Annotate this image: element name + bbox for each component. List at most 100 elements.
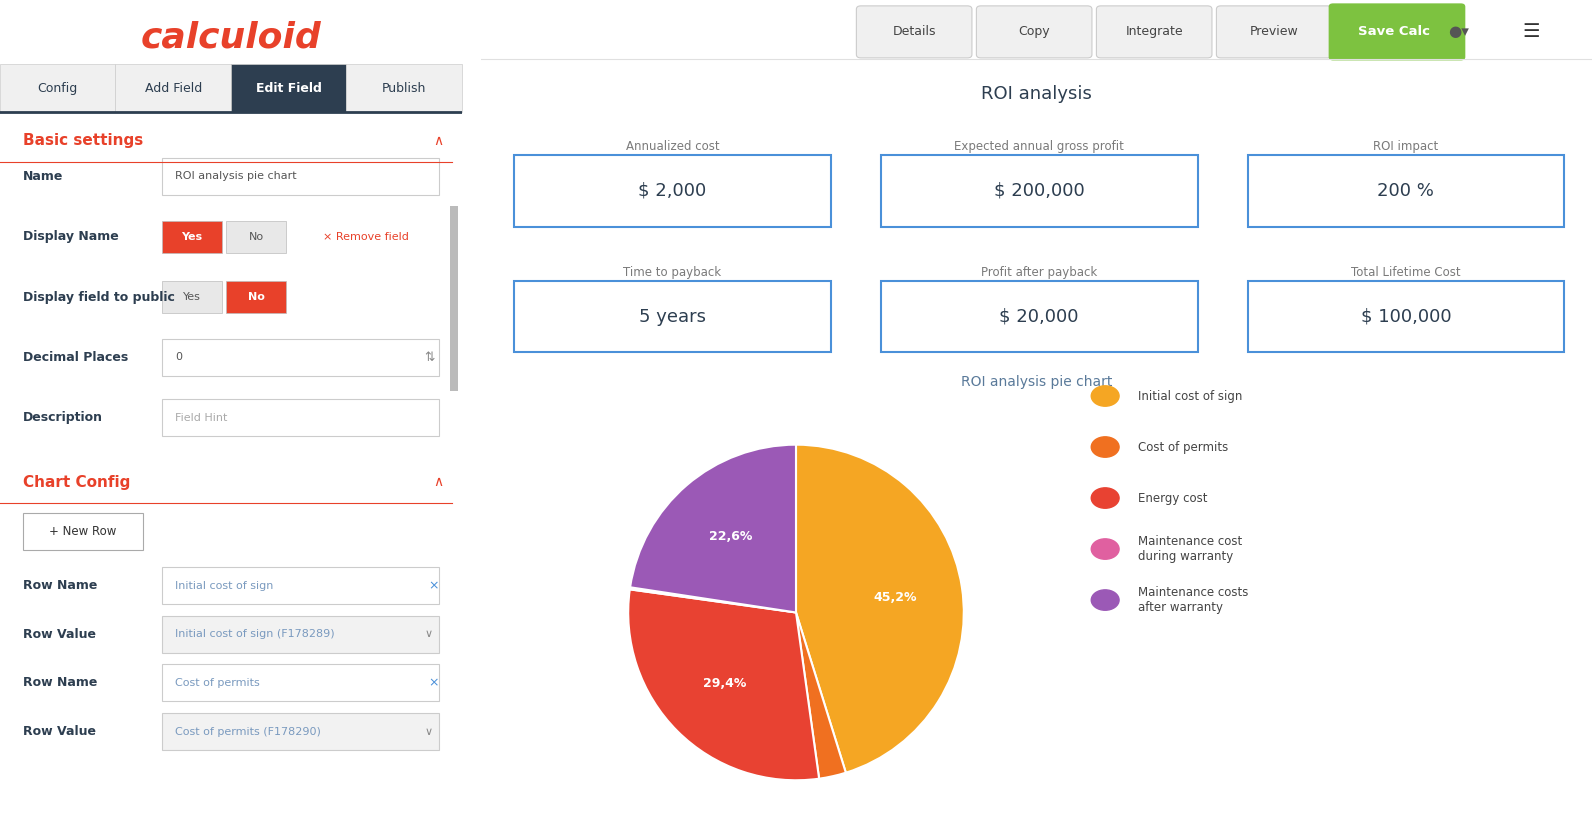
Text: Edit Field: Edit Field <box>256 81 322 95</box>
FancyBboxPatch shape <box>161 221 221 253</box>
Text: × Remove field: × Remove field <box>323 232 409 242</box>
Text: Description: Description <box>22 411 103 425</box>
Text: Cost of permits (F178290): Cost of permits (F178290) <box>175 727 322 737</box>
FancyBboxPatch shape <box>514 155 831 227</box>
FancyBboxPatch shape <box>161 399 438 436</box>
Circle shape <box>1091 386 1119 406</box>
Text: Details: Details <box>893 25 936 39</box>
Text: ●▾: ●▾ <box>1449 24 1469 39</box>
Wedge shape <box>630 445 796 612</box>
Text: Row Name: Row Name <box>22 579 97 592</box>
Text: Preview: Preview <box>1250 25 1299 39</box>
Text: Time to payback: Time to payback <box>624 266 721 279</box>
FancyBboxPatch shape <box>1097 6 1212 58</box>
Text: ×: × <box>428 676 439 690</box>
Text: Annualized cost: Annualized cost <box>626 140 720 154</box>
Text: ∧: ∧ <box>433 476 444 489</box>
FancyBboxPatch shape <box>880 155 1197 227</box>
Text: Add Field: Add Field <box>145 81 202 95</box>
Text: Expected annual gross profit: Expected annual gross profit <box>954 140 1124 154</box>
Text: calculoid: calculoid <box>140 21 322 55</box>
Circle shape <box>1091 539 1119 560</box>
Text: Name: Name <box>22 169 64 183</box>
Text: Initial cost of sign: Initial cost of sign <box>175 581 274 591</box>
FancyBboxPatch shape <box>161 281 221 313</box>
Text: 0: 0 <box>175 352 183 362</box>
Wedge shape <box>629 589 820 780</box>
Text: Cost of permits: Cost of permits <box>175 678 259 688</box>
Text: Yes: Yes <box>183 292 201 302</box>
Text: Total Lifetime Cost: Total Lifetime Cost <box>1352 266 1461 279</box>
Text: Chart Config: Chart Config <box>22 475 131 490</box>
FancyBboxPatch shape <box>161 158 438 195</box>
Text: 5 years: 5 years <box>638 308 705 326</box>
Wedge shape <box>630 587 796 612</box>
Text: Row Value: Row Value <box>22 725 96 738</box>
Text: $ 20,000: $ 20,000 <box>1000 308 1079 326</box>
Text: Decimal Places: Decimal Places <box>22 351 129 364</box>
FancyBboxPatch shape <box>161 664 438 701</box>
Circle shape <box>1091 437 1119 457</box>
FancyBboxPatch shape <box>451 206 457 391</box>
FancyBboxPatch shape <box>161 567 438 604</box>
Text: Config: Config <box>38 81 78 95</box>
FancyBboxPatch shape <box>347 64 462 112</box>
FancyBboxPatch shape <box>880 281 1197 352</box>
Text: Profit after payback: Profit after payback <box>981 266 1097 279</box>
Text: $ 2,000: $ 2,000 <box>638 182 707 200</box>
Text: ☰: ☰ <box>1522 23 1539 41</box>
FancyBboxPatch shape <box>1329 3 1465 60</box>
Text: Energy cost: Energy cost <box>1138 492 1208 504</box>
FancyBboxPatch shape <box>22 513 143 550</box>
Text: ×: × <box>428 579 439 592</box>
Text: Copy: Copy <box>1019 25 1051 39</box>
Text: + New Row: + New Row <box>49 524 116 538</box>
Text: Row Name: Row Name <box>22 676 97 690</box>
Text: Yes: Yes <box>181 232 202 242</box>
FancyBboxPatch shape <box>115 64 231 112</box>
Text: Display field to public: Display field to public <box>22 290 175 304</box>
Text: $ 100,000: $ 100,000 <box>1361 308 1452 326</box>
FancyBboxPatch shape <box>1216 6 1333 58</box>
Text: Row Value: Row Value <box>22 628 96 641</box>
FancyBboxPatch shape <box>231 64 347 112</box>
FancyBboxPatch shape <box>1248 281 1565 352</box>
Circle shape <box>1091 590 1119 610</box>
Text: Maintenance costs
after warranty: Maintenance costs after warranty <box>1138 586 1248 614</box>
Text: 22,6%: 22,6% <box>708 529 751 543</box>
Text: ∨: ∨ <box>425 629 433 639</box>
Text: ROI impact: ROI impact <box>1374 140 1439 154</box>
Text: 29,4%: 29,4% <box>704 677 747 690</box>
Text: Field Hint: Field Hint <box>175 413 228 423</box>
Text: Cost of permits: Cost of permits <box>1138 440 1229 454</box>
Text: Display Name: Display Name <box>22 230 119 243</box>
FancyBboxPatch shape <box>976 6 1092 58</box>
Text: ROI analysis pie chart: ROI analysis pie chart <box>960 375 1113 388</box>
Text: Basic settings: Basic settings <box>22 133 143 149</box>
Text: ∧: ∧ <box>433 134 444 148</box>
Text: No: No <box>248 292 264 302</box>
Text: ⇅: ⇅ <box>425 351 435 364</box>
Text: Initial cost of sign: Initial cost of sign <box>1138 389 1242 403</box>
FancyBboxPatch shape <box>161 713 438 750</box>
Text: ROI analysis pie chart: ROI analysis pie chart <box>175 171 298 181</box>
FancyBboxPatch shape <box>161 339 438 376</box>
Text: Maintenance cost
during warranty: Maintenance cost during warranty <box>1138 535 1242 563</box>
Text: No: No <box>248 232 264 242</box>
Text: ROI analysis: ROI analysis <box>981 85 1092 103</box>
FancyBboxPatch shape <box>161 616 438 653</box>
Text: Initial cost of sign (F178289): Initial cost of sign (F178289) <box>175 629 334 639</box>
Text: Publish: Publish <box>382 81 427 95</box>
FancyBboxPatch shape <box>0 64 115 112</box>
Wedge shape <box>796 445 963 773</box>
Text: $ 200,000: $ 200,000 <box>993 182 1084 200</box>
Circle shape <box>1091 487 1119 508</box>
Text: ∨: ∨ <box>425 727 433 737</box>
FancyBboxPatch shape <box>856 6 973 58</box>
FancyBboxPatch shape <box>226 221 287 253</box>
FancyBboxPatch shape <box>226 281 287 313</box>
Text: Save Calc: Save Calc <box>1358 25 1430 39</box>
FancyBboxPatch shape <box>1248 155 1565 227</box>
FancyBboxPatch shape <box>514 281 831 352</box>
Text: 45,2%: 45,2% <box>874 591 917 604</box>
